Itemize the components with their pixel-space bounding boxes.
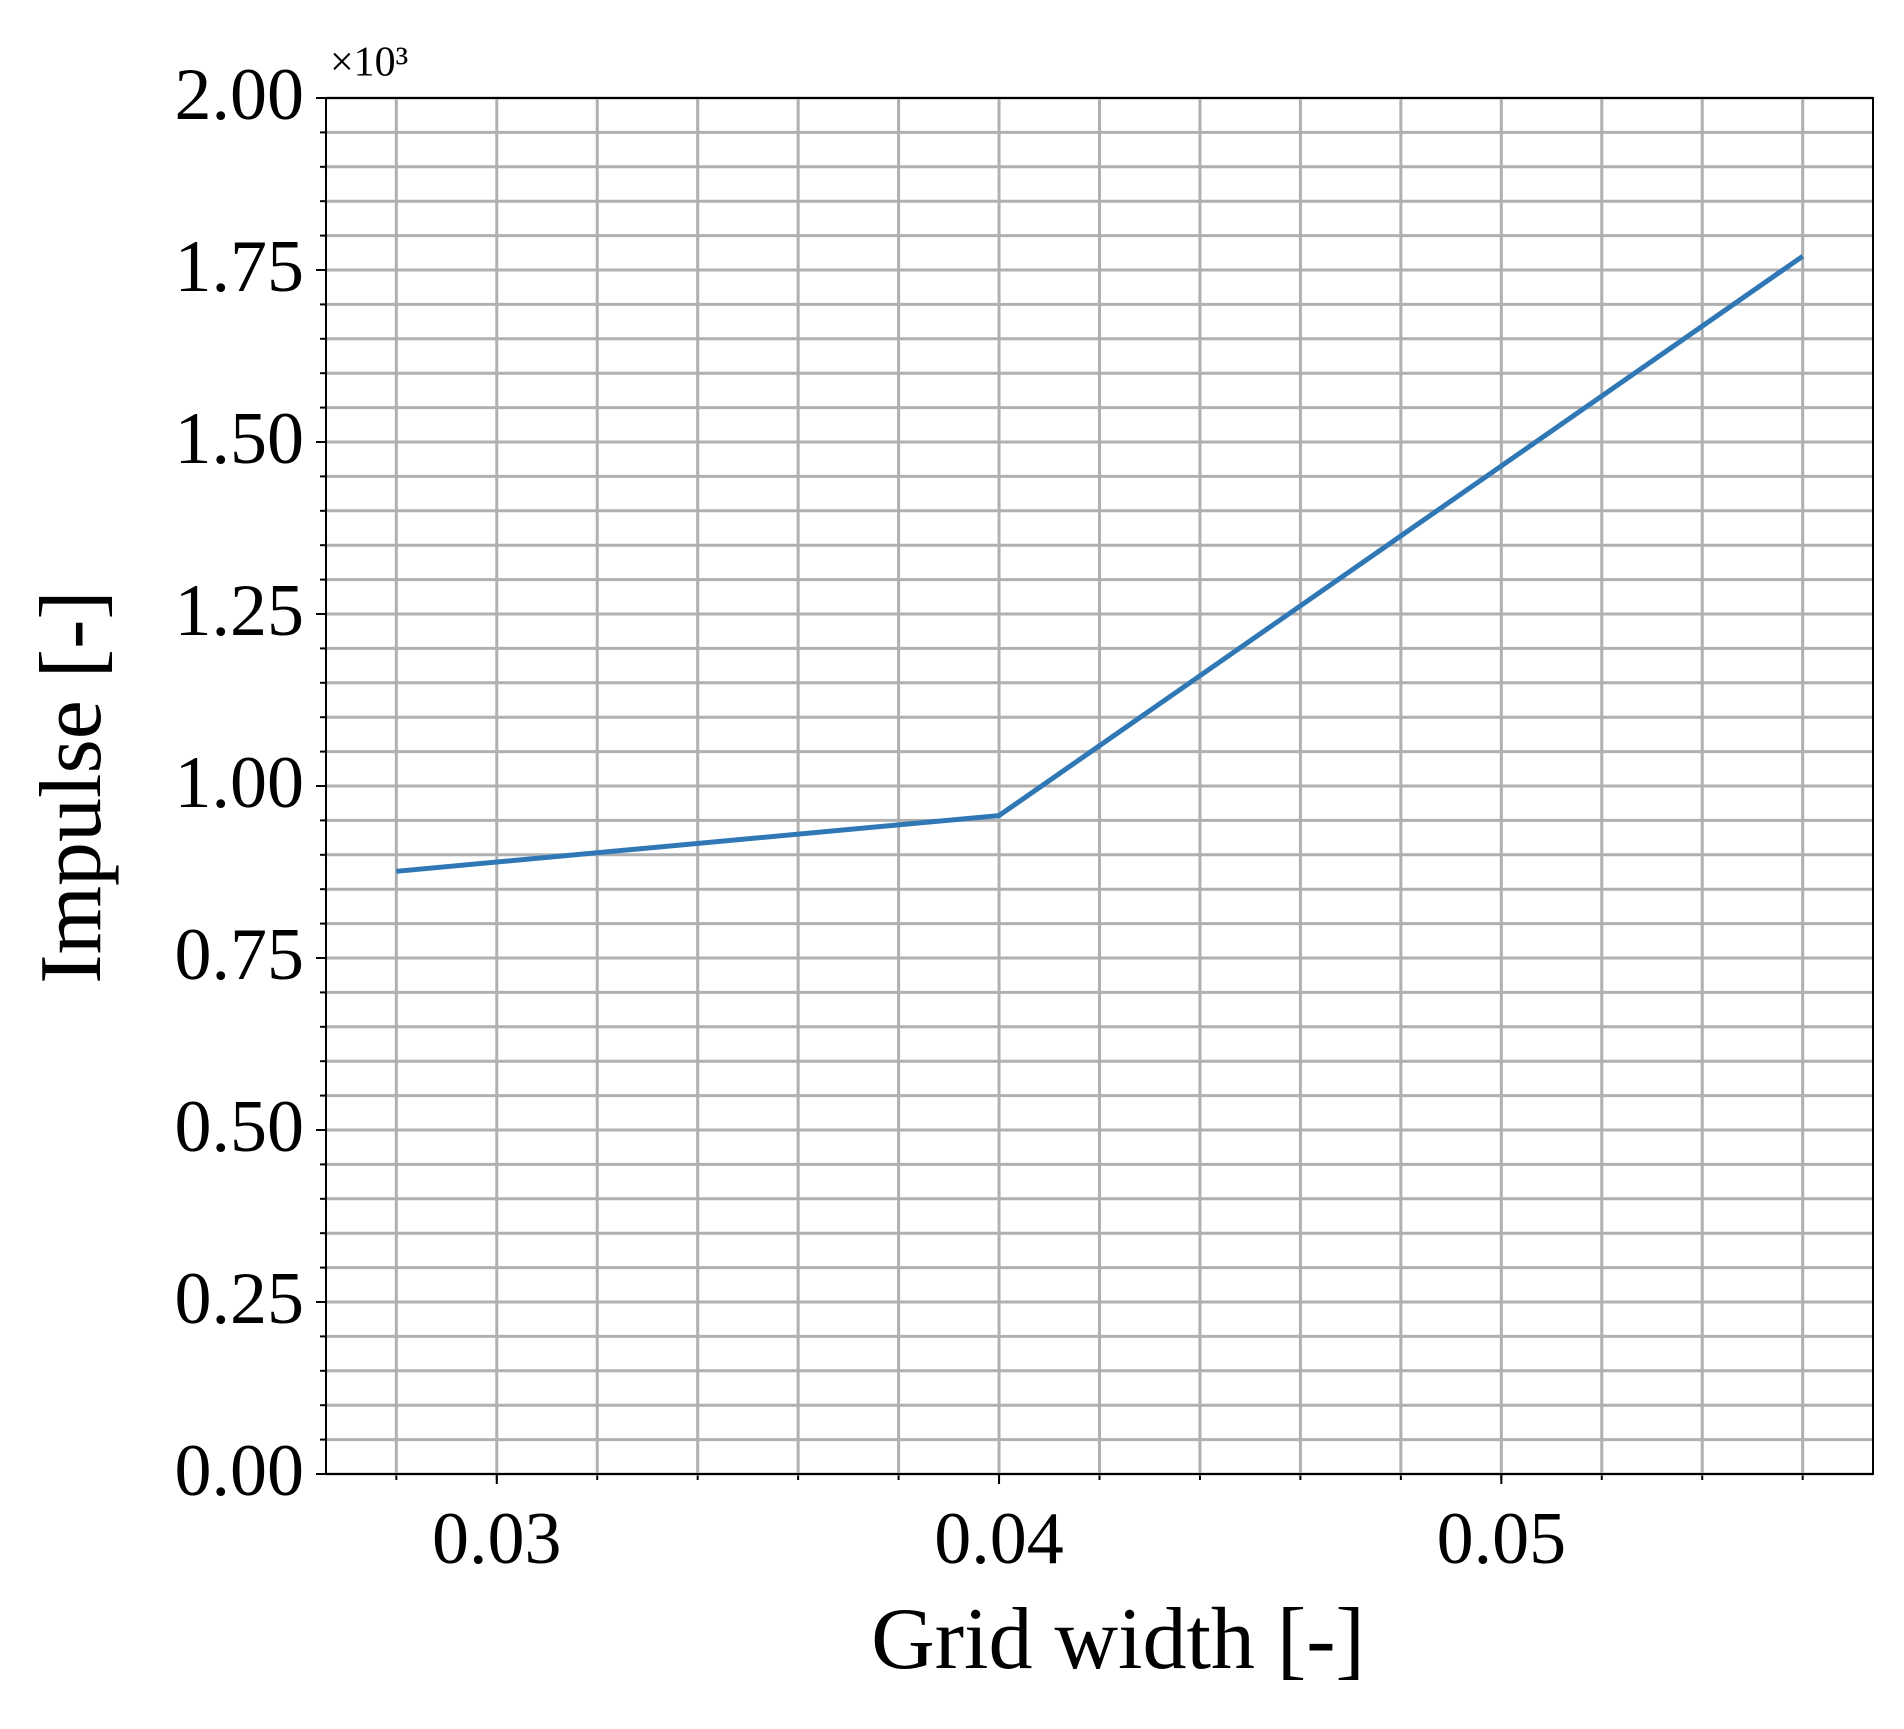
y-tick-label: 1.25	[175, 570, 305, 652]
plot-frame	[325, 97, 1874, 1475]
data-line	[396, 254, 1805, 874]
y-tick-label: 1.75	[175, 226, 305, 308]
y-tick-label: 1.50	[175, 398, 305, 480]
y-tick-label: 0.50	[175, 1086, 305, 1168]
y-tick-label: 1.00	[175, 742, 305, 824]
y-offset-label: ×10³	[330, 40, 408, 86]
x-tick-label: 0.04	[934, 1498, 1064, 1580]
y-tick-label: 2.00	[175, 54, 305, 136]
y-tick-label: 0.25	[175, 1258, 305, 1340]
x-tick-label: 0.05	[1437, 1498, 1567, 1580]
y-tick-label: 0.75	[175, 914, 305, 996]
x-axis-label: Grid width [-]	[871, 1591, 1365, 1688]
y-axis-label: Impulse [-]	[23, 590, 120, 983]
y-tick-label: 0.00	[175, 1430, 305, 1512]
x-tick-label: 0.03	[432, 1498, 562, 1580]
